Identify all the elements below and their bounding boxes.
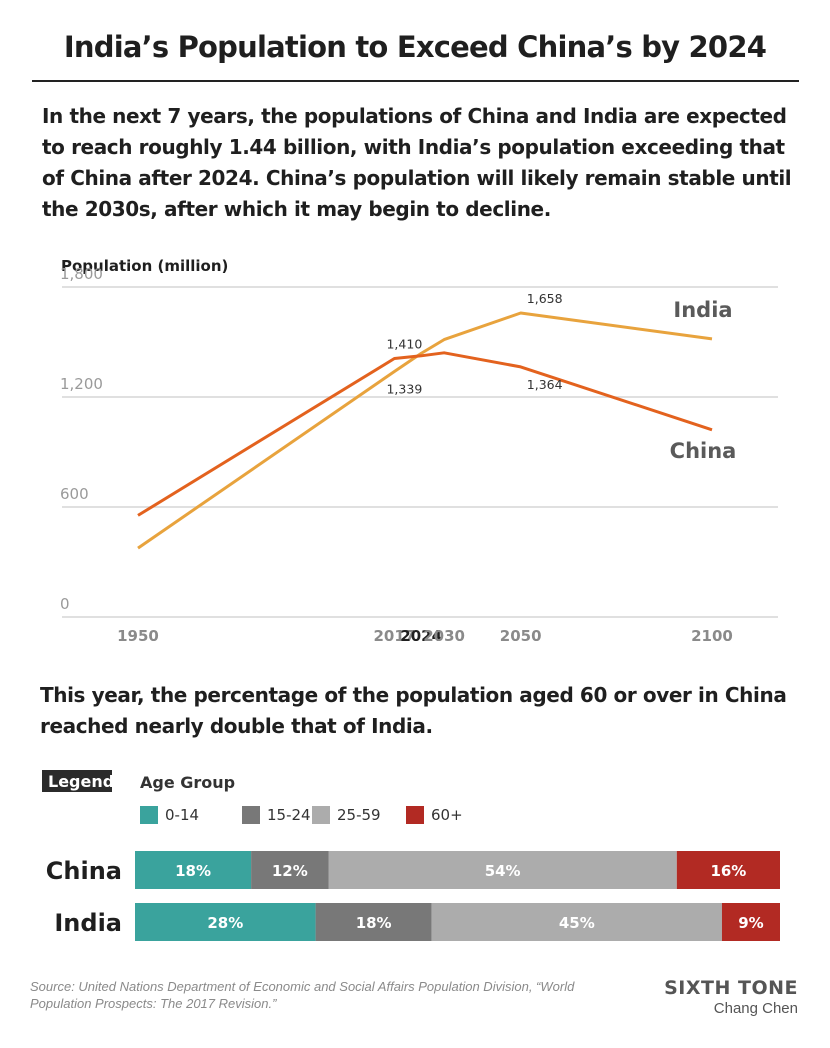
legend: Legend Age Group 0-14 15-24 25-59 60+ — [42, 770, 463, 824]
bar-value-label: 54% — [485, 862, 521, 880]
legend-group-title: Age Group — [140, 773, 235, 792]
series-name-india: India — [673, 298, 732, 322]
bar-value-label: 28% — [207, 914, 243, 932]
bar-value-label: 18% — [356, 914, 392, 932]
legend-item-15-24-swatch — [242, 806, 260, 824]
bar-value-label: 45% — [559, 914, 595, 932]
legend-item-60plus-swatch — [406, 806, 424, 824]
series-name-china: China — [670, 439, 737, 463]
legend-item-60plus: 60+ — [431, 806, 463, 824]
y-tick-label: 600 — [60, 485, 89, 503]
data-label-india: 1,658 — [527, 291, 563, 306]
data-label-china: 1,364 — [527, 377, 563, 392]
bar-value-label: 12% — [272, 862, 308, 880]
bar-category-india: India — [54, 909, 122, 937]
y-tick-label: 1,800 — [60, 265, 103, 283]
legend-item-15-24: 15-24 — [267, 806, 311, 824]
bar-segment-china-60plus — [676, 851, 780, 889]
bar-value-label: 18% — [175, 862, 211, 880]
y-tick-label: 0 — [60, 595, 70, 613]
legend-item-25-59: 25-59 — [337, 806, 381, 824]
population-line-chart: Population (million) 0 600 1,200 1,800 1950… — [60, 257, 778, 645]
bar-segment-india-25-59 — [431, 903, 722, 941]
brand-logo: SIXTH TONE — [664, 977, 798, 999]
x-tick-label: 2100 — [691, 627, 733, 645]
legend-item-0-14: 0-14 — [165, 806, 199, 824]
legend-item-25-59-swatch — [312, 806, 330, 824]
x-tick-label-highlight: 2024 — [400, 627, 442, 645]
bar-segment-india-60plus — [721, 903, 780, 941]
bar-segment-india-0-14 — [135, 903, 316, 941]
source-note: Source: United Nations Department of Eco… — [30, 979, 575, 1011]
page-title: India’s Population to Exceed China’s by … — [63, 30, 767, 64]
x-tick-label: 2030 — [423, 627, 465, 645]
intro-text: In the next 7 years, the populations of … — [42, 104, 792, 221]
y-axis-label: Population (million) — [61, 257, 228, 275]
legend-badge — [42, 770, 112, 792]
line-china — [137, 351, 713, 517]
title-divider — [32, 80, 799, 82]
x-tick-label: 2017 — [374, 627, 416, 645]
y-tick-label: 1,200 — [60, 375, 103, 393]
bar-category-china: China — [46, 857, 122, 885]
bar-segment-china-25-59 — [328, 851, 677, 889]
legend-item-0-14-swatch — [140, 806, 158, 824]
author-credit: Chang Chen — [713, 1000, 798, 1017]
bar-value-label: 16% — [710, 862, 746, 880]
x-tick-label: 1950 — [117, 627, 159, 645]
data-label-india: 1,339 — [386, 382, 422, 397]
legend-title: Legend — [48, 772, 114, 791]
x-tick-label: 2050 — [500, 627, 542, 645]
bar-segment-india-15-24 — [315, 903, 432, 941]
bar-value-label: 9% — [738, 914, 763, 932]
line-india — [137, 311, 713, 550]
age-section-text: This year, the percentage of the populat… — [40, 683, 787, 738]
data-label-china: 1,410 — [386, 337, 422, 352]
age-group-stacked-bar-chart: Legend Age Group 0-14 15-24 25-59 60+ China… — [42, 770, 780, 941]
bar-segment-china-0-14 — [135, 851, 252, 889]
bar-segment-china-15-24 — [251, 851, 329, 889]
